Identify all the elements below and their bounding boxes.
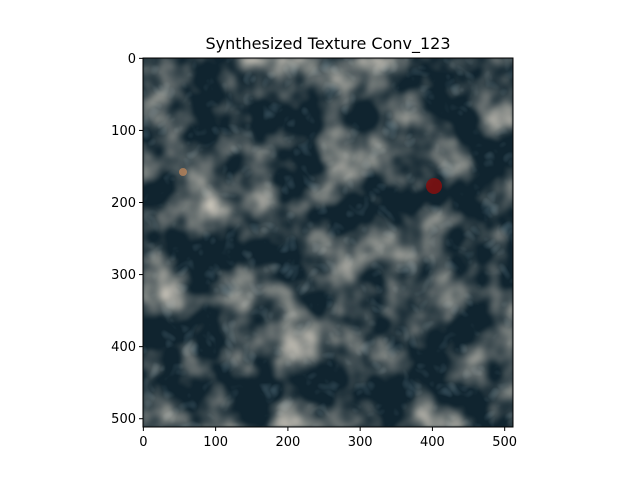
x-axis: 0 100 200 300 400 500 xyxy=(139,427,517,450)
x-tick-label: 0 xyxy=(139,435,147,450)
y-tick-label: 500 xyxy=(111,412,136,427)
x-tick-label: 200 xyxy=(275,435,300,450)
texture-image xyxy=(143,58,513,427)
axes-frame xyxy=(142,57,514,428)
figure-title: Synthesized Texture Conv_123 xyxy=(205,34,450,54)
x-tick-label: 100 xyxy=(203,435,228,450)
red-spot xyxy=(426,178,442,194)
y-axis: 0 100 200 300 400 500 xyxy=(111,52,143,427)
x-tick-label: 500 xyxy=(492,435,517,450)
orange-speck xyxy=(179,168,187,176)
y-tick-label: 200 xyxy=(111,196,136,211)
y-tick-label: 0 xyxy=(128,52,136,67)
y-tick-label: 100 xyxy=(111,124,136,139)
y-tick-label: 300 xyxy=(111,268,136,283)
y-tick-label: 400 xyxy=(111,340,136,355)
x-tick-label: 300 xyxy=(348,435,373,450)
x-tick-label: 400 xyxy=(420,435,445,450)
